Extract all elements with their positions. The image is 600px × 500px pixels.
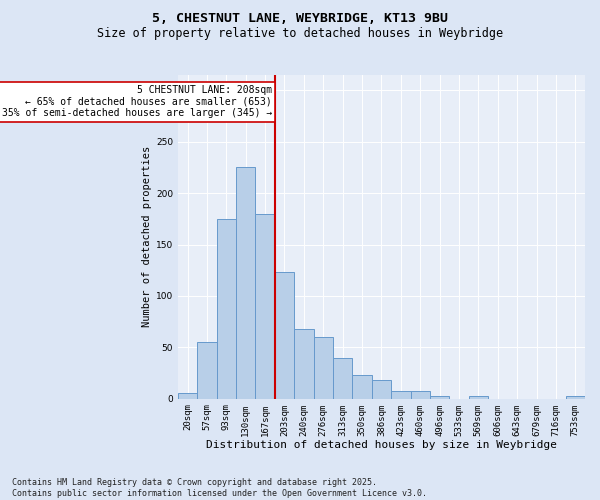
Bar — [197, 342, 217, 398]
X-axis label: Distribution of detached houses by size in Weybridge: Distribution of detached houses by size … — [206, 440, 557, 450]
Text: 5 CHESTNUT LANE: 208sqm
← 65% of detached houses are smaller (653)
35% of semi-d: 5 CHESTNUT LANE: 208sqm ← 65% of detache… — [2, 86, 272, 118]
Bar — [236, 168, 256, 398]
Bar — [294, 329, 314, 398]
Bar — [566, 396, 585, 398]
Bar — [469, 396, 488, 398]
Text: 5, CHESTNUT LANE, WEYBRIDGE, KT13 9BU: 5, CHESTNUT LANE, WEYBRIDGE, KT13 9BU — [152, 12, 448, 26]
Bar — [178, 392, 197, 398]
Bar — [410, 390, 430, 398]
Bar — [430, 396, 449, 398]
Bar — [333, 358, 352, 399]
Bar — [275, 272, 294, 398]
Bar — [314, 337, 333, 398]
Text: Contains HM Land Registry data © Crown copyright and database right 2025.
Contai: Contains HM Land Registry data © Crown c… — [12, 478, 427, 498]
Bar — [256, 214, 275, 398]
Y-axis label: Number of detached properties: Number of detached properties — [142, 146, 152, 328]
Bar — [372, 380, 391, 398]
Bar — [391, 390, 410, 398]
Text: Size of property relative to detached houses in Weybridge: Size of property relative to detached ho… — [97, 28, 503, 40]
Bar — [352, 375, 372, 398]
Bar — [217, 219, 236, 398]
